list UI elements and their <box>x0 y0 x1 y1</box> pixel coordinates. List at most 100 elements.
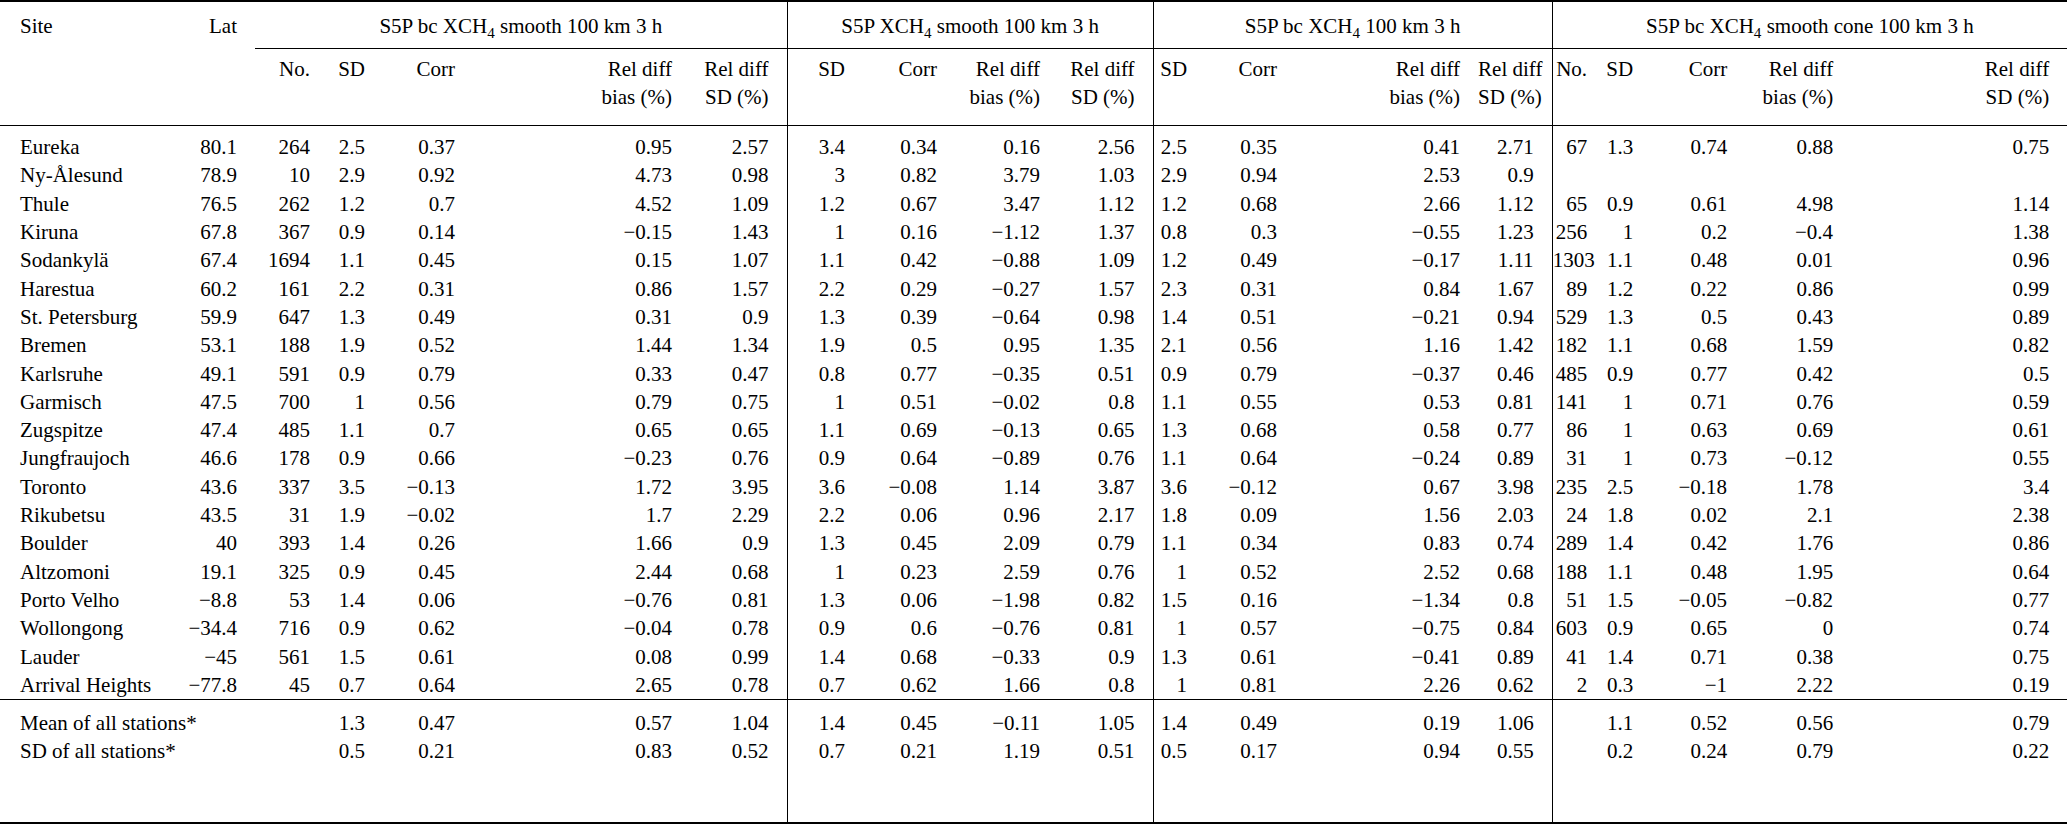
cell-value: 0.62 <box>383 614 473 642</box>
cell-value: 0.51 <box>1058 737 1153 822</box>
cell-value: 1.9 <box>787 331 863 359</box>
column-header: Corr <box>1205 49 1295 126</box>
cell-value: 2.5 <box>1605 473 1651 501</box>
cell-value: −0.82 <box>1745 586 1851 614</box>
cell-value: 3.6 <box>1153 473 1205 501</box>
cell-value: −0.02 <box>383 501 473 529</box>
cell-value: 1.3 <box>1605 126 1651 162</box>
cell-value: −0.4 <box>1745 218 1851 246</box>
cell-value: 4.98 <box>1745 190 1851 218</box>
lat-value: −77.8 <box>185 671 255 700</box>
cell-value: 2.29 <box>690 501 787 529</box>
cell-value: 0.96 <box>1851 246 2067 274</box>
cell-value: 0.9 <box>1605 190 1651 218</box>
cell-value: 1.2 <box>787 190 863 218</box>
cell-value: 0.58 <box>1295 416 1478 444</box>
cell-value: 1.4 <box>787 700 863 738</box>
table-row: Altzomoni19.13250.90.452.440.6810.232.59… <box>0 558 2067 586</box>
cell-value: 1.19 <box>955 737 1058 822</box>
cell-value: 0.06 <box>863 501 955 529</box>
cell-value: 0.23 <box>863 558 955 586</box>
lat-value: 43.5 <box>185 501 255 529</box>
site-column-header: Site <box>0 1 185 126</box>
cell-value: 0.9 <box>690 529 787 557</box>
site-name: Kiruna <box>0 218 185 246</box>
site-name: Porto Velho <box>0 586 185 614</box>
cell-value: 0.65 <box>1651 614 1745 642</box>
cell-value: 0.02 <box>1651 501 1745 529</box>
cell-value: 0.61 <box>1651 190 1745 218</box>
cell-value: 2.59 <box>955 558 1058 586</box>
table-header: Site Lat S5P bc XCH4 smooth 100 km 3 hS5… <box>0 1 2067 126</box>
cell-value: 2.5 <box>328 126 383 162</box>
cell-value: 0.64 <box>1205 444 1295 472</box>
cell-value: 0.64 <box>383 671 473 700</box>
cell-value: 1.66 <box>473 529 690 557</box>
cell-value: 0.5 <box>863 331 955 359</box>
lat-column-header: Lat <box>185 1 255 126</box>
cell-value: 0.68 <box>1651 331 1745 359</box>
cell-value: 0.92 <box>383 161 473 189</box>
cell-value: 0.7 <box>787 671 863 700</box>
cell-value: 0.6 <box>863 614 955 642</box>
cell-value: 1.4 <box>1605 643 1651 671</box>
cell-value: 1694 <box>255 246 328 274</box>
cell-value: 0.9 <box>787 444 863 472</box>
cell-value: 0 <box>1745 614 1851 642</box>
cell-value: 1.56 <box>1295 501 1478 529</box>
cell-value: 0.42 <box>863 246 955 274</box>
cell-value: −1.34 <box>1295 586 1478 614</box>
summary-row: SD of all stations*0.50.210.830.520.70.2… <box>0 737 2067 822</box>
cell-value: 0.29 <box>863 275 955 303</box>
cell-value: 1.1 <box>328 246 383 274</box>
cell-value: 3 <box>787 161 863 189</box>
cell-value: 0.55 <box>1851 444 2067 472</box>
cell-value: 1.38 <box>1851 218 2067 246</box>
cell-value: 0.16 <box>863 218 955 246</box>
column-header: Corr <box>863 49 955 126</box>
cell-value: −0.33 <box>955 643 1058 671</box>
cell-value: 0.79 <box>383 360 473 388</box>
cell-value: 0.51 <box>863 388 955 416</box>
cell-value: 0.82 <box>1058 586 1153 614</box>
table-row: Bremen53.11881.90.521.441.341.90.50.951.… <box>0 331 2067 359</box>
cell-value: 0.2 <box>1605 737 1651 822</box>
lat-value: 67.4 <box>185 246 255 274</box>
cell-value: 0.55 <box>1205 388 1295 416</box>
lat-value: 60.2 <box>185 275 255 303</box>
cell-value: −0.35 <box>955 360 1058 388</box>
cell-value: 0.79 <box>1851 700 2067 738</box>
site-name: Zugspitze <box>0 416 185 444</box>
cell-value: 2.26 <box>1295 671 1478 700</box>
cell-value: 561 <box>255 643 328 671</box>
lat-value: 43.6 <box>185 473 255 501</box>
site-name: Ny-Ålesund <box>0 161 185 189</box>
cell-value: 0.8 <box>1058 388 1153 416</box>
cell-value: 1.95 <box>1745 558 1851 586</box>
cell-value: 0.67 <box>1295 473 1478 501</box>
lat-value: 78.9 <box>185 161 255 189</box>
cell-value: 0.49 <box>1205 246 1295 274</box>
cell-value: 0.74 <box>1651 126 1745 162</box>
table-row: Arrival Heights−77.8450.70.642.650.780.7… <box>0 671 2067 700</box>
site-name: Garmisch <box>0 388 185 416</box>
cell-value: 0.9 <box>1605 360 1651 388</box>
cell-value: 3.95 <box>690 473 787 501</box>
cell-value: 0.19 <box>1851 671 2067 700</box>
cell-value: 0.48 <box>1651 246 1745 274</box>
cell-value: −1 <box>1651 671 1745 700</box>
cell-value: −0.18 <box>1651 473 1745 501</box>
cell-value: 0.9 <box>328 360 383 388</box>
cell-value: 0.78 <box>690 614 787 642</box>
cell-value: 0.06 <box>863 586 955 614</box>
cell-value: 0.43 <box>1745 303 1851 331</box>
cell-value: 1.2 <box>328 190 383 218</box>
cell-value: 0.59 <box>1851 388 2067 416</box>
cell-value: 4.73 <box>473 161 690 189</box>
cell-value: 1 <box>787 388 863 416</box>
table-row: Zugspitze47.44851.10.70.650.651.10.69−0.… <box>0 416 2067 444</box>
cell-value: 0.61 <box>1205 643 1295 671</box>
cell-value: 1.67 <box>1478 275 1552 303</box>
cell-value: 0.82 <box>1851 331 2067 359</box>
cell-value: 24 <box>1552 501 1605 529</box>
